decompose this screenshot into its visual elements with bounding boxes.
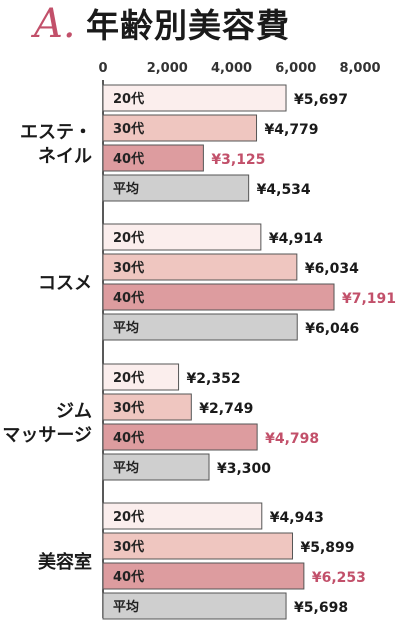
- bar: [102, 174, 250, 202]
- bar: [102, 313, 298, 341]
- x-tick-label: 2,000: [147, 61, 188, 76]
- bar: [102, 363, 180, 391]
- series-label: 40代: [113, 430, 144, 446]
- data-label: ¥6,034: [305, 261, 359, 277]
- bar: [102, 144, 204, 172]
- bar: [102, 84, 287, 112]
- title-text: 年齢別美容費: [86, 6, 290, 45]
- data-label: ¥4,914: [269, 231, 323, 247]
- series-label: 30代: [113, 400, 144, 416]
- bar: [102, 592, 287, 620]
- data-label: ¥4,779: [265, 122, 319, 138]
- series-label: 20代: [113, 91, 144, 107]
- bar: [102, 453, 210, 481]
- series-label: 平均: [113, 460, 139, 476]
- data-label: ¥5,697: [294, 92, 348, 108]
- data-label: ¥5,899: [301, 540, 355, 556]
- bar: [102, 223, 262, 251]
- series-label: 40代: [113, 569, 144, 585]
- series-label: 20代: [113, 230, 144, 246]
- chart-title: A. 年齢別美容費: [0, 0, 400, 50]
- data-label: ¥3,300: [217, 461, 271, 477]
- data-label: ¥6,046: [305, 321, 359, 337]
- series-label: 20代: [113, 509, 144, 525]
- data-label: ¥4,798: [265, 431, 319, 447]
- x-tick-label: 0: [98, 61, 107, 76]
- data-label: ¥5,698: [294, 600, 348, 616]
- data-label: ¥3,125: [211, 152, 265, 168]
- x-tick-label: 4,000: [211, 61, 252, 76]
- series-label: 30代: [113, 539, 144, 555]
- series-label: 40代: [113, 151, 144, 167]
- bar: [102, 114, 258, 142]
- category-label: ネイル: [38, 146, 92, 167]
- data-label: ¥6,253: [312, 570, 366, 586]
- series-label: 40代: [113, 290, 144, 306]
- category-label: ジム: [56, 401, 92, 422]
- category-label: コスメ: [38, 273, 92, 294]
- bar: [102, 423, 258, 451]
- bar: [102, 502, 263, 530]
- data-label: ¥7,191: [342, 291, 396, 307]
- x-tick-label: 6,000: [275, 61, 316, 76]
- category-label: 美容室: [38, 551, 92, 573]
- series-label: 30代: [113, 121, 144, 137]
- bar: [102, 283, 335, 311]
- bar: [102, 253, 298, 281]
- category-label: マッサージ: [2, 425, 92, 446]
- x-tick-label: 8,000: [339, 61, 380, 76]
- data-label: ¥2,352: [187, 371, 241, 387]
- bar: [102, 532, 294, 560]
- category-label: エステ・: [20, 122, 92, 143]
- data-label: ¥4,943: [270, 510, 324, 526]
- series-label: 平均: [113, 599, 139, 615]
- series-label: 平均: [113, 320, 139, 336]
- data-label: ¥4,534: [257, 182, 311, 198]
- title-mark: A.: [34, 1, 76, 47]
- bar: [102, 393, 192, 421]
- series-label: 20代: [113, 370, 144, 386]
- bar: [102, 562, 305, 590]
- series-label: 平均: [113, 181, 139, 197]
- series-label: 30代: [113, 260, 144, 276]
- data-label: ¥2,749: [199, 401, 253, 417]
